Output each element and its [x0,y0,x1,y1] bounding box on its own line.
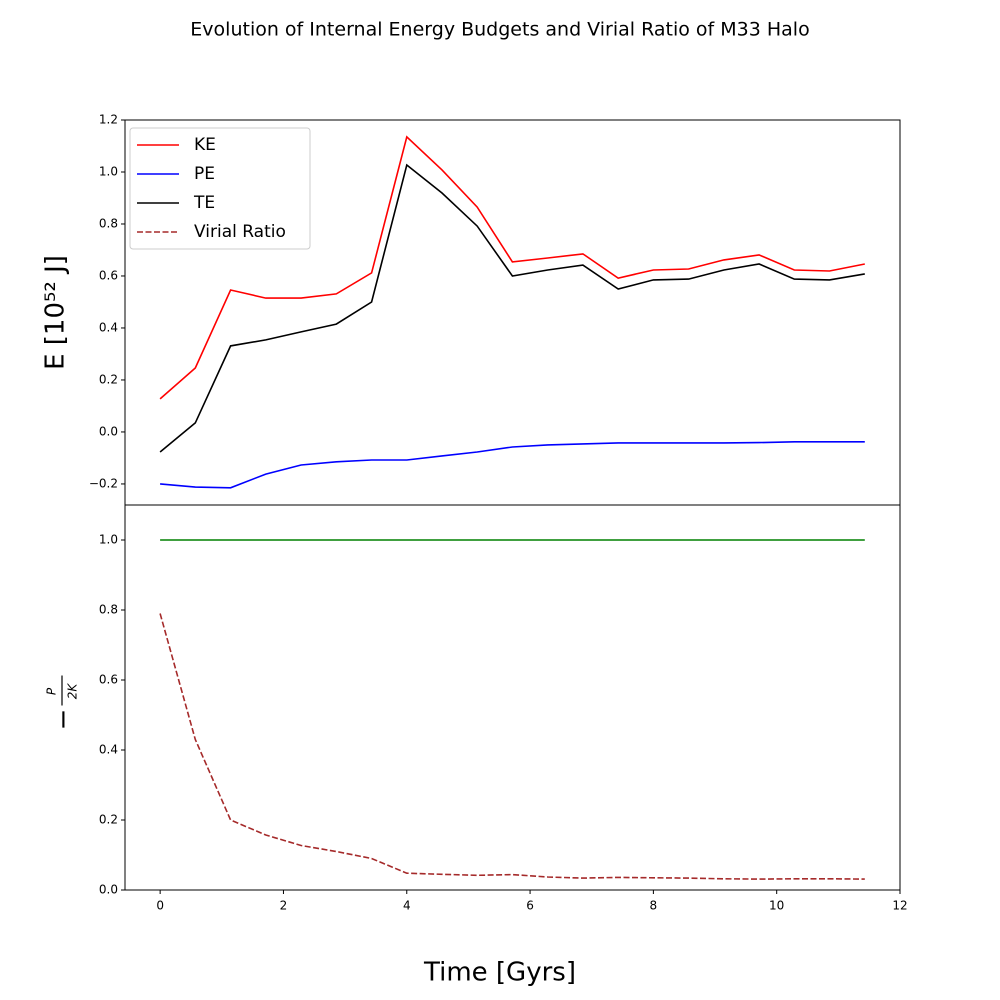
y-tick-label: 1.0 [99,533,118,547]
x-tick-label: 0 [156,899,164,913]
y-tick-label: 0.0 [99,883,118,897]
series-line [159,163,865,453]
series-line [160,441,865,489]
legend-box [129,127,311,250]
y-tick-label: 0.2 [99,372,118,386]
y-tick-label: 1.2 [99,113,118,127]
y-tick-label: 0.2 [99,813,118,827]
series-line [159,135,865,400]
x-tick-label: 12 [892,899,907,913]
x-tick-label: 6 [526,899,534,913]
y-tick-label: 0.8 [99,216,118,230]
y-tick-label: 0.4 [99,320,118,334]
x-tick-label: 10 [769,899,784,913]
y-tick-label: 0.4 [99,743,118,757]
x-axis-label: Time [Gyrs] [423,958,576,988]
y-tick-label: 1.0 [99,164,118,178]
y-tick-label: 0.0 [99,424,118,438]
x-tick-label: 8 [650,899,658,913]
axes-frame [124,504,901,891]
y-label-sign: − [49,709,79,731]
y-tick-label: 0.6 [99,268,118,282]
x-tick-label: 2 [280,899,288,913]
y-tick-label: 0.8 [99,603,118,617]
legend-label: KE [194,135,216,155]
legend-label: TE [193,193,215,213]
y-label-denominator: 2K [66,683,80,700]
y-axis-label: E [10⁵² J] [41,255,71,370]
legend-label: Virial Ratio [194,222,286,242]
y-axis-label: − P 2K [45,675,80,731]
y-label-numerator: P [45,687,59,695]
x-tick-label: 4 [403,899,411,913]
chart-title: Evolution of Internal Energy Budgets and… [190,19,809,41]
y-tick-label: 0.6 [99,673,118,687]
series-line [159,613,865,880]
legend-label: PE [194,164,215,184]
y-tick-label: −0.2 [89,476,118,490]
